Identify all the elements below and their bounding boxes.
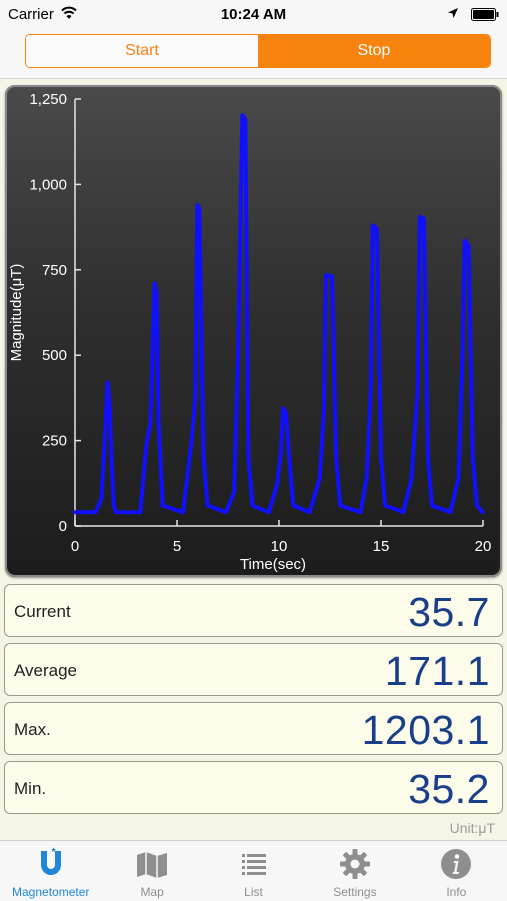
min-readout: Min. 35.2 [4, 761, 503, 814]
y-axis-label: Magnitude(μT) [8, 264, 25, 362]
y-tick-label: 1,000 [29, 176, 67, 193]
x-tick-label: 5 [173, 538, 181, 555]
stop-button[interactable]: Stop [258, 35, 490, 67]
magnet-icon [40, 847, 61, 875]
y-tick-label: 0 [59, 518, 67, 535]
tab-info-label: Info [446, 885, 467, 899]
start-button[interactable]: Start [26, 35, 258, 67]
max-label: Max. [14, 720, 51, 739]
current-label: Current [14, 602, 71, 621]
list-icon [241, 854, 266, 875]
x-axis-label: Time(sec) [240, 556, 306, 573]
max-readout: Max. 1203.1 [4, 702, 503, 755]
min-value: 35.2 [408, 766, 490, 812]
battery-icon [471, 8, 499, 21]
tab-map[interactable]: Map [101, 841, 202, 901]
unit-label: Unit:μT [449, 820, 495, 836]
average-value: 171.1 [384, 648, 490, 694]
tab-settings-label: Settings [333, 885, 377, 899]
status-time: 10:24 AM [220, 6, 287, 23]
tab-list-label: List [244, 885, 263, 899]
x-tick-label: 15 [373, 538, 390, 555]
average-readout: Average 171.1 [4, 643, 503, 696]
location-arrow-icon [448, 8, 458, 18]
magnitude-chart-panel: 0 250 500 750 1,000 1,250 0 5 10 15 20 Time(sec) Mag… [5, 85, 502, 577]
wifi-icon [61, 6, 77, 19]
current-value: 35.7 [408, 589, 490, 635]
tab-magnetometer[interactable]: Magnetometer [0, 841, 101, 901]
average-label: Average [14, 661, 78, 680]
y-tick-label: 500 [42, 347, 67, 364]
tab-bar: Magnetometer Map List [0, 840, 507, 901]
y-tick-label: 250 [42, 433, 67, 450]
map-icon [137, 852, 168, 878]
tab-map-label: Map [140, 885, 164, 899]
start-stop-segmented-control: Start Stop [25, 34, 491, 68]
gear-icon [339, 849, 370, 879]
min-label: Min. [14, 779, 47, 798]
current-readout: Current 35.7 [4, 584, 503, 637]
y-tick-label: 750 [42, 262, 67, 279]
magnitude-chart: 0 250 500 750 1,000 1,250 0 5 10 15 20 Time(sec) Mag… [8, 91, 492, 573]
y-tick-label: 1,250 [29, 91, 67, 108]
tab-list[interactable]: List [203, 841, 304, 901]
magnitude-series-line [73, 113, 485, 515]
tab-magnetometer-label: Magnetometer [12, 885, 90, 899]
tab-info[interactable]: Info [406, 841, 507, 901]
x-tick-label: 0 [71, 538, 79, 555]
top-toolbar: Start Stop [0, 30, 507, 79]
x-tick-label: 20 [475, 538, 492, 555]
tab-settings[interactable]: Settings [304, 841, 405, 901]
x-tick-label: 10 [271, 538, 288, 555]
status-bar: Carrier 10:24 AM [0, 0, 507, 30]
info-icon [441, 849, 472, 879]
carrier-label: Carrier [8, 6, 54, 23]
max-value: 1203.1 [361, 707, 490, 753]
